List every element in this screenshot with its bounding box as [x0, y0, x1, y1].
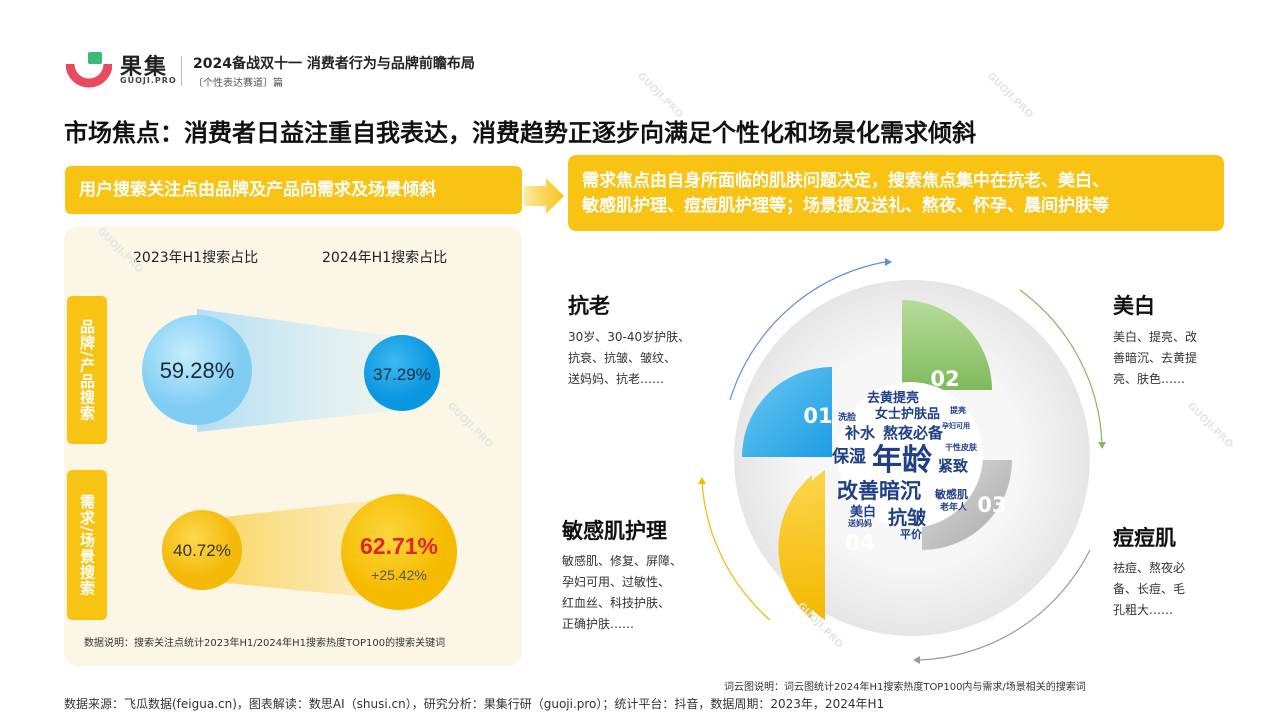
quadrant-04-shape — [778, 475, 812, 620]
brand-domain: GUOJI.PRO — [120, 76, 177, 85]
word: 保湿 — [831, 446, 866, 467]
word: 提亮 — [950, 405, 966, 415]
text-line: 祛痘、熬夜必 — [1113, 561, 1186, 575]
text-line: 30岁、30-40岁护肤、 — [568, 330, 691, 344]
quadrant-number-03: 03 — [977, 493, 1006, 517]
word-cloud-note: 词云图说明：词云图统计2024年H1搜索热度TOP100内与需求/场景相关的搜索… — [724, 682, 1086, 693]
watermark: GUOJI.PRO — [984, 70, 1035, 121]
bubble-demand-2023 — [162, 510, 242, 590]
word: 洗脸 — [838, 411, 857, 423]
cycle-arc — [729, 261, 886, 401]
bubble-brand-2024 — [364, 335, 440, 411]
quadrant-title-whitening: 美白 — [1113, 294, 1155, 318]
text-line: 敏感肌、修复、屏障、 — [562, 554, 683, 568]
arrow-head-icon — [913, 656, 920, 664]
cycle-arc — [1019, 289, 1103, 447]
word: 去黄提亮 — [867, 390, 919, 406]
banner-search-shift: 用户搜索关注点由品牌及产品向需求及场景倾斜 — [65, 166, 522, 214]
value-brand-2024: 37.29% — [373, 365, 431, 384]
column-header-2023: 2023年H1搜索占比 — [133, 250, 259, 266]
word: 老年人 — [939, 501, 968, 513]
brand-trend-band — [197, 309, 400, 432]
arrow-head-icon — [885, 258, 892, 266]
banner-line-1: 需求焦点由自身所面临的肌肤问题决定，搜索焦点集中在抗老、美白、 — [582, 171, 1109, 191]
page-title: 市场焦点：消费者日益注重自我表达，消费趋势正逐步向满足个性化和场景化需求倾斜 — [64, 119, 976, 147]
row-label-demand-scene: 需求/场景搜索 — [67, 470, 107, 620]
quadrant-text-sensitive-skin: 敏感肌、修复、屏障、 孕妇可用、过敏性、 红血丝、科技护肤、 正确护肤…… — [562, 551, 682, 635]
word: 敏感肌 — [934, 487, 968, 501]
quadrant-number-01: 01 — [803, 404, 832, 428]
arrow-right-icon — [524, 178, 564, 214]
word: 孕妇可用 — [942, 421, 970, 430]
word: 抗皱 — [888, 506, 927, 529]
row-label-brand-product: 品牌/产品搜索 — [67, 296, 107, 444]
word: 干性皮肤 — [945, 442, 978, 452]
value-demand-delta: +25.42% — [371, 567, 427, 583]
word: 平价 — [900, 528, 923, 541]
share-bubble-chart: 59.28% 37.29% 40.72% 62.71% +25.42% — [142, 309, 457, 610]
text-line: 孔粗大…… — [1113, 603, 1174, 617]
word: 补水 — [844, 424, 876, 442]
search-share-panel — [64, 226, 522, 666]
banner-demand-focus: 需求焦点由自身所面临的肌肤问题决定，搜索焦点集中在抗老、美白、 敏感肌护理、痘痘… — [568, 155, 1224, 231]
quadrant-title-sensitive-skin: 敏感肌护理 — [562, 519, 667, 543]
text-line: 正确护肤…… — [562, 617, 635, 631]
brand-name: 果集 — [120, 55, 169, 80]
text-line: 送妈妈、抗老…… — [568, 372, 665, 386]
text-line: 孕妇可用、过敏性、 — [562, 575, 671, 589]
word-cloud-disc — [837, 382, 983, 528]
header-divider — [181, 56, 182, 86]
bubble-demand-2024 — [341, 494, 457, 610]
quadrant-text-anti-aging: 30岁、30-40岁护肤、 抗衰、抗皱、皱纹、 送妈妈、抗老…… — [568, 327, 690, 390]
column-header-2024: 2024年H1搜索占比 — [322, 250, 448, 266]
quadrant-text-whitening: 美白、提亮、改 善暗沉、去黄提 亮、肤色…… — [1113, 327, 1197, 390]
word: 美白 — [850, 504, 876, 520]
cycle-arc — [919, 549, 1091, 661]
value-demand-2024: 62.71% — [360, 533, 438, 559]
quadrant-title-anti-aging: 抗老 — [568, 294, 610, 318]
text-line: 善暗沉、去黄提 — [1113, 351, 1198, 365]
data-source-footer: 数据来源：飞瓜数据(feigua.cn)，图表解读：数思AI（shusi.cn）… — [64, 697, 885, 711]
word: 改善暗沉 — [837, 479, 921, 503]
text-line: 亮、肤色…… — [1113, 372, 1186, 386]
demand-trend-band — [197, 498, 395, 600]
watermark: GUOJI.PRO — [1184, 400, 1235, 451]
arrow-head-icon — [698, 477, 706, 484]
word-cloud: 去黄提亮 女士护肤品 补水 熬夜必备 保湿 年龄 紧致 改善暗沉 敏感肌 美白 … — [831, 390, 978, 541]
quadrant-01-anti-aging — [742, 367, 832, 457]
arrow-head-icon — [1098, 442, 1106, 449]
guoji-logo-icon — [66, 52, 112, 88]
quadrant-number-04: 04 — [845, 531, 874, 555]
text-line: 备、长痘、毛 — [1113, 582, 1186, 596]
text-line: 红血丝、科技护肤、 — [562, 596, 671, 610]
bubble-brand-2023 — [142, 315, 252, 425]
banner-line-2: 敏感肌护理、痘痘肌护理等；场景提及送礼、熬夜、怀孕、晨间护肤等 — [582, 196, 1109, 216]
word: 女士护肤品 — [875, 406, 940, 422]
report-title: 2024备战双十一 消费者行为与品牌前瞻布局 — [193, 56, 475, 72]
quadrant-title-acne: 痘痘肌 — [1113, 526, 1176, 550]
word: 送妈妈 — [847, 518, 872, 528]
data-note: 数据说明：搜索关注点统计2023年H1/2024年H1搜索热度TOP100的搜索… — [84, 638, 446, 649]
value-brand-2023: 59.28% — [160, 358, 235, 383]
word: 紧致 — [938, 457, 969, 475]
text-line: 抗衰、抗皱、皱纹、 — [568, 351, 677, 365]
cycle-arc — [701, 479, 771, 621]
word: 年龄 — [872, 443, 933, 478]
text-line: 美白、提亮、改 — [1113, 330, 1198, 344]
quadrant-02-whitening — [902, 300, 992, 390]
word: 熬夜必备 — [883, 424, 944, 442]
quadrant-text-acne: 祛痘、熬夜必 备、长痘、毛 孔粗大…… — [1113, 558, 1185, 621]
focus-quadrant-graphic: 01 02 03 04 去黄提亮 女士护肤品 补水 熬夜必备 保湿 年龄 紧致 … — [698, 258, 1106, 664]
report-subtitle: 〔个性表达赛道〕篇 — [193, 78, 283, 89]
value-demand-2023: 40.72% — [173, 541, 231, 560]
